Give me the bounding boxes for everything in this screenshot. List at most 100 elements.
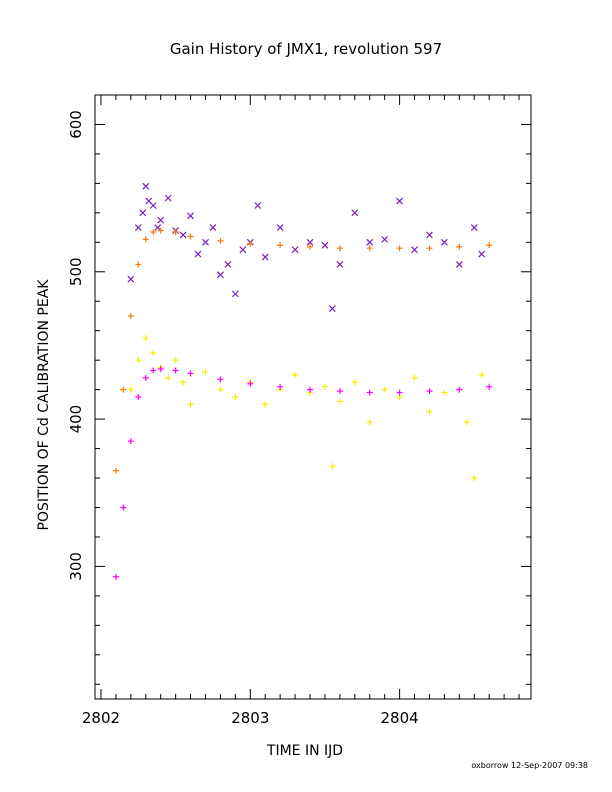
- data-point: [321, 383, 328, 390]
- data-point: [172, 367, 179, 374]
- data-point: [336, 398, 343, 405]
- data-point: [381, 386, 388, 393]
- data-point: [172, 357, 179, 364]
- data-point: [486, 242, 493, 249]
- data-point: [194, 250, 202, 258]
- data-point: [441, 389, 448, 396]
- series-7a1fc2: [127, 182, 486, 313]
- data-point: [411, 374, 418, 381]
- data-point: [120, 386, 127, 393]
- data-point: [262, 401, 269, 408]
- data-point: [411, 246, 418, 254]
- data-point: [135, 357, 142, 364]
- data-point: [396, 245, 403, 252]
- data-point: [187, 401, 194, 408]
- plot-frame: [94, 94, 532, 700]
- data-point: [149, 202, 157, 209]
- data-point: [139, 209, 147, 217]
- data-point: [254, 202, 262, 209]
- data-points: [112, 182, 493, 580]
- data-point: [478, 371, 485, 378]
- data-point: [381, 235, 389, 243]
- y-tick-label: 300: [67, 552, 85, 581]
- data-point: [127, 438, 134, 445]
- axis-ticks: 2802 2803 2804 300 400 500 600: [67, 94, 531, 727]
- data-point: [120, 504, 127, 511]
- data-point: [157, 227, 164, 234]
- data-point: [127, 312, 134, 319]
- data-point: [224, 260, 232, 268]
- data-point: [157, 366, 164, 373]
- data-point: [135, 261, 142, 268]
- data-point: [202, 368, 209, 375]
- data-point: [127, 275, 135, 283]
- data-point: [217, 237, 224, 244]
- data-point: [292, 371, 299, 378]
- data-point: [232, 394, 239, 400]
- data-point: [455, 260, 463, 268]
- data-point: [150, 229, 157, 236]
- data-point: [134, 224, 142, 232]
- data-point: [277, 383, 284, 390]
- data-point: [157, 216, 165, 224]
- data-point: [306, 238, 314, 246]
- y-tick-label: 600: [67, 110, 85, 139]
- x-tick-label: 2802: [82, 709, 120, 727]
- series-ff00ff: [112, 366, 493, 580]
- data-point: [336, 260, 344, 268]
- data-point: [366, 419, 373, 426]
- data-point: [112, 573, 119, 580]
- data-point: [328, 305, 336, 313]
- data-point: [336, 245, 343, 252]
- data-point: [187, 370, 194, 377]
- data-point: [112, 467, 119, 474]
- data-point: [142, 182, 150, 190]
- data-point: [471, 475, 478, 482]
- y-tick-label: 400: [67, 405, 85, 434]
- y-axis-label: POSITION OF Cd CALIBRATION PEAK: [36, 279, 52, 531]
- data-point: [261, 253, 269, 261]
- y-tick-label: 500: [67, 257, 85, 286]
- data-point: [396, 197, 404, 205]
- data-point: [291, 246, 299, 254]
- data-point: [276, 224, 284, 232]
- data-point: [187, 233, 194, 240]
- data-point: [426, 408, 433, 415]
- data-point: [366, 238, 374, 246]
- data-point: [321, 241, 329, 249]
- data-point: [456, 386, 463, 393]
- data-point: [150, 367, 157, 374]
- data-point: [165, 374, 172, 381]
- data-point: [154, 224, 162, 232]
- series-f0f000: [127, 335, 485, 482]
- data-point: [486, 383, 493, 390]
- data-point: [351, 209, 359, 217]
- data-point: [426, 231, 433, 239]
- data-point: [426, 388, 433, 395]
- data-point: [440, 238, 448, 246]
- data-point: [366, 245, 373, 252]
- data-point: [209, 224, 217, 232]
- data-point: [351, 379, 358, 386]
- data-point: [164, 194, 172, 202]
- data-point: [277, 242, 284, 249]
- footer-stamp: oxborrow 12-Sep-2007 09:38: [471, 761, 588, 770]
- x-tick-label: 2804: [381, 709, 419, 727]
- data-point: [217, 271, 224, 279]
- data-point: [179, 231, 187, 239]
- data-point: [366, 389, 373, 396]
- x-axis-label: TIME IN IJD: [266, 743, 343, 759]
- data-point: [478, 250, 486, 258]
- data-point: [180, 379, 187, 386]
- data-point: [336, 388, 343, 395]
- data-point: [231, 290, 239, 298]
- data-point: [247, 380, 254, 387]
- data-point: [426, 245, 433, 252]
- data-point: [142, 335, 149, 342]
- data-point: [456, 243, 463, 250]
- data-point: [142, 374, 149, 381]
- data-point: [470, 224, 478, 232]
- data-point: [217, 376, 224, 383]
- data-point: [396, 389, 403, 396]
